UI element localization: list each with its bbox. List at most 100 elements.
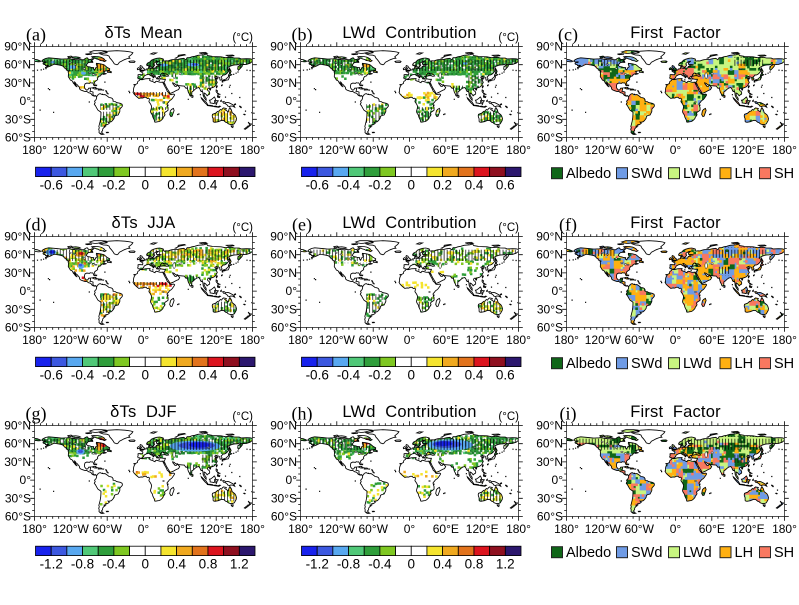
svg-text:60°N: 60°N: [270, 437, 297, 451]
svg-text:Albedo: Albedo: [566, 166, 611, 182]
svg-text:0°: 0°: [286, 473, 298, 487]
svg-text:30°S: 30°S: [5, 491, 31, 505]
svg-text:180°: 180°: [554, 522, 579, 536]
svg-text:120°W: 120°W: [585, 333, 622, 347]
svg-text:30°N: 30°N: [4, 76, 31, 90]
svg-text:0.2: 0.2: [167, 178, 186, 193]
svg-text:60°S: 60°S: [537, 131, 563, 145]
svg-text:(b): (b): [292, 25, 313, 46]
svg-text:0.8: 0.8: [465, 557, 484, 572]
svg-text:-0.6: -0.6: [40, 178, 63, 193]
svg-text:δTs Mean: δTs Mean: [105, 24, 183, 42]
svg-text:0: 0: [141, 368, 149, 383]
svg-text:30°S: 30°S: [537, 302, 563, 316]
svg-text:First Factor: First Factor: [630, 403, 721, 421]
svg-text:60°E: 60°E: [167, 522, 193, 536]
svg-text:180°: 180°: [288, 522, 313, 536]
svg-text:60°W: 60°W: [624, 333, 654, 347]
svg-text:90°N: 90°N: [536, 230, 563, 244]
svg-text:(e): (e): [292, 215, 312, 236]
svg-text:60°E: 60°E: [167, 333, 193, 347]
svg-text:-0.4: -0.4: [368, 557, 392, 572]
svg-text:120°E: 120°E: [466, 522, 499, 536]
svg-text:120°W: 120°W: [319, 143, 356, 157]
svg-text:-0.6: -0.6: [40, 368, 63, 383]
svg-text:90°N: 90°N: [4, 230, 31, 244]
svg-text:90°N: 90°N: [536, 419, 563, 433]
svg-text:30°N: 30°N: [270, 266, 297, 280]
svg-text:180°: 180°: [772, 333, 797, 347]
svg-text:120°E: 120°E: [732, 333, 765, 347]
svg-text:-0.4: -0.4: [71, 368, 95, 383]
svg-text:0°: 0°: [404, 333, 416, 347]
svg-text:-0.4: -0.4: [337, 178, 361, 193]
svg-text:30°N: 30°N: [4, 266, 31, 280]
svg-text:60°W: 60°W: [624, 143, 654, 157]
svg-text:60°N: 60°N: [4, 248, 31, 262]
svg-text:60°W: 60°W: [92, 333, 122, 347]
svg-text:90°N: 90°N: [536, 40, 563, 54]
svg-text:0°: 0°: [20, 473, 32, 487]
svg-text:LWd: LWd: [683, 166, 712, 182]
svg-text:-0.4: -0.4: [337, 368, 361, 383]
svg-text:-0.2: -0.2: [102, 368, 125, 383]
svg-text:LWd Contribution: LWd Contribution: [342, 24, 476, 42]
svg-text:30°N: 30°N: [536, 76, 563, 90]
svg-text:0°: 0°: [138, 333, 150, 347]
svg-text:60°S: 60°S: [5, 510, 31, 524]
svg-text:120°E: 120°E: [200, 522, 233, 536]
svg-text:90°N: 90°N: [270, 230, 297, 244]
svg-text:-1.2: -1.2: [306, 557, 329, 572]
svg-text:60°E: 60°E: [699, 143, 725, 157]
svg-text:1.2: 1.2: [496, 557, 515, 572]
svg-text:(f): (f): [559, 215, 577, 236]
svg-text:(a): (a): [26, 25, 46, 46]
svg-text:LWd Contribution: LWd Contribution: [342, 403, 476, 421]
svg-text:0: 0: [407, 557, 415, 572]
svg-text:0: 0: [141, 557, 149, 572]
svg-text:120°W: 120°W: [319, 522, 356, 536]
svg-text:0°: 0°: [286, 284, 298, 298]
svg-text:0.2: 0.2: [433, 368, 452, 383]
svg-text:0°: 0°: [670, 522, 682, 536]
svg-text:0°: 0°: [552, 473, 564, 487]
svg-text:0.6: 0.6: [496, 368, 515, 383]
svg-text:90°N: 90°N: [4, 40, 31, 54]
svg-text:0.6: 0.6: [496, 178, 515, 193]
svg-text:-0.8: -0.8: [71, 557, 94, 572]
svg-text:120°E: 120°E: [732, 522, 765, 536]
svg-text:Albedo: Albedo: [566, 545, 611, 561]
svg-text:(°C): (°C): [498, 222, 519, 234]
svg-text:0.6: 0.6: [230, 368, 249, 383]
svg-text:First Factor: First Factor: [630, 214, 721, 232]
svg-text:-1.2: -1.2: [40, 557, 63, 572]
svg-text:0°: 0°: [138, 143, 150, 157]
svg-text:SWd: SWd: [631, 545, 662, 561]
svg-text:1.2: 1.2: [230, 557, 249, 572]
svg-text:30°S: 30°S: [271, 112, 297, 126]
svg-text:0°: 0°: [552, 284, 564, 298]
svg-text:0°: 0°: [138, 522, 150, 536]
svg-text:SH: SH: [774, 545, 794, 561]
svg-text:LWd Contribution: LWd Contribution: [342, 214, 476, 232]
svg-text:-0.6: -0.6: [306, 178, 329, 193]
svg-text:δTs JJA: δTs JJA: [112, 214, 176, 232]
svg-text:60°S: 60°S: [5, 321, 31, 335]
svg-text:(i): (i): [560, 404, 577, 425]
svg-text:0: 0: [141, 178, 149, 193]
svg-text:60°N: 60°N: [536, 437, 563, 451]
svg-text:0.4: 0.4: [465, 368, 484, 383]
svg-text:30°N: 30°N: [270, 455, 297, 469]
svg-text:(°C): (°C): [232, 411, 253, 423]
svg-text:0°: 0°: [670, 333, 682, 347]
svg-text:180°: 180°: [506, 522, 531, 536]
svg-text:SWd: SWd: [631, 166, 662, 182]
svg-text:0°: 0°: [552, 94, 564, 108]
svg-text:60°W: 60°W: [624, 522, 654, 536]
svg-text:-0.6: -0.6: [306, 368, 329, 383]
svg-text:(g): (g): [26, 404, 47, 425]
svg-text:(c): (c): [558, 25, 578, 46]
svg-text:-0.8: -0.8: [337, 557, 360, 572]
svg-text:60°E: 60°E: [699, 522, 725, 536]
svg-text:30°N: 30°N: [270, 76, 297, 90]
